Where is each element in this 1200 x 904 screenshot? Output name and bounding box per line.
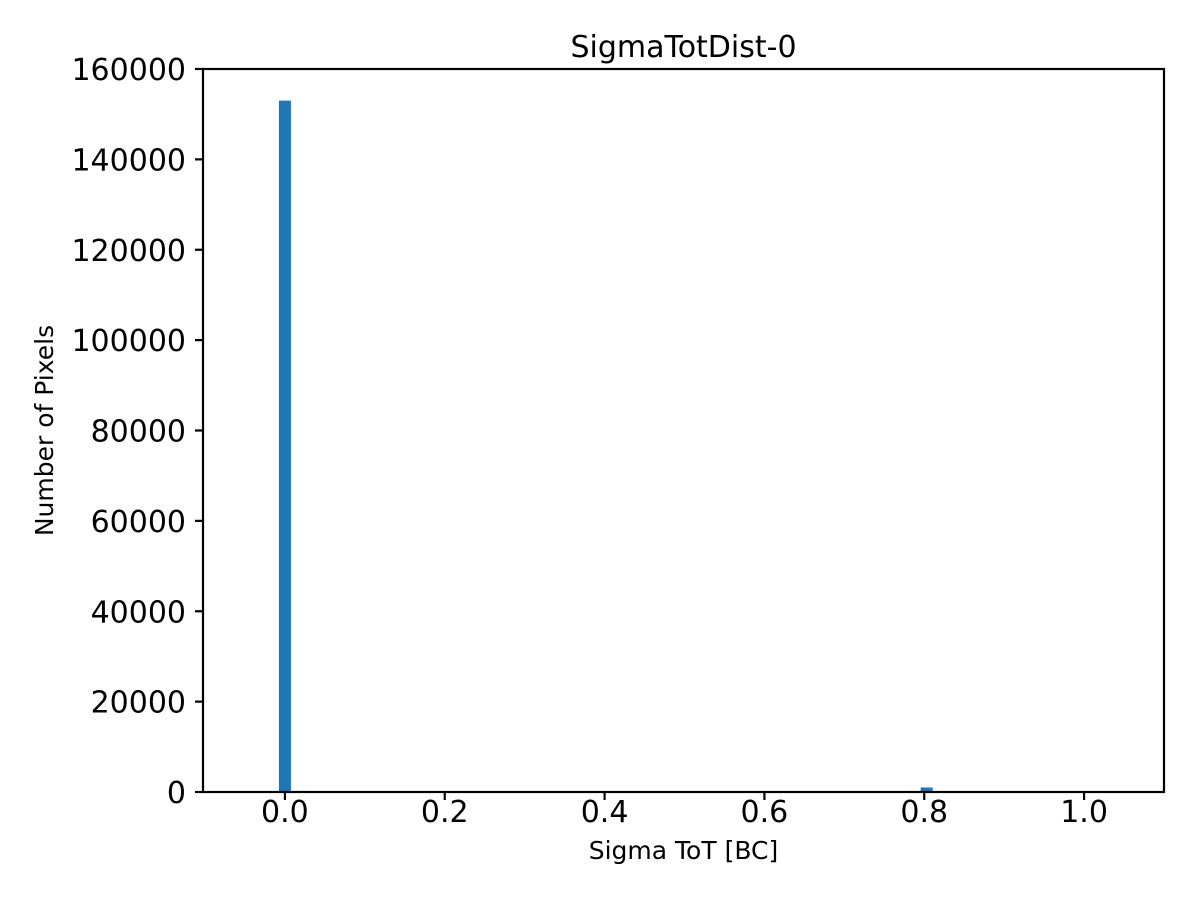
y-tick-label: 120000 — [71, 234, 186, 269]
histogram-bar — [278, 100, 291, 792]
x-tick-label: 0.2 — [421, 795, 469, 830]
y-tick-label: 160000 — [71, 53, 186, 88]
x-tick-label: 0.0 — [261, 795, 309, 830]
x-tick-label: 0.8 — [900, 795, 948, 830]
bars-layer — [278, 100, 933, 792]
ticks-layer: 0.0 0.2 0.4 0.6 0.8 1.0 0 20000 40000 60000 80000 1… — [71, 53, 1107, 830]
y-tick-label: 60000 — [91, 505, 186, 540]
y-tick-label: 20000 — [91, 686, 186, 721]
x-axis-label: Sigma ToT [BC] — [589, 836, 779, 865]
y-tick-label: 140000 — [71, 143, 186, 178]
y-tick-label: 100000 — [71, 324, 186, 359]
plot-frame — [201, 67, 1166, 794]
x-tick-label: 1.0 — [1060, 795, 1108, 830]
y-tick-label: 80000 — [91, 415, 186, 450]
x-tick-label: 0.6 — [741, 795, 789, 830]
y-tick-label: 40000 — [91, 595, 186, 630]
y-tick-label: 0 — [167, 776, 186, 811]
x-tick-label: 0.4 — [581, 795, 629, 830]
histogram-bar — [920, 787, 933, 792]
y-axis-label: Number of Pixels — [30, 325, 59, 536]
chart-title: SigmaTotDist-0 — [570, 30, 796, 65]
